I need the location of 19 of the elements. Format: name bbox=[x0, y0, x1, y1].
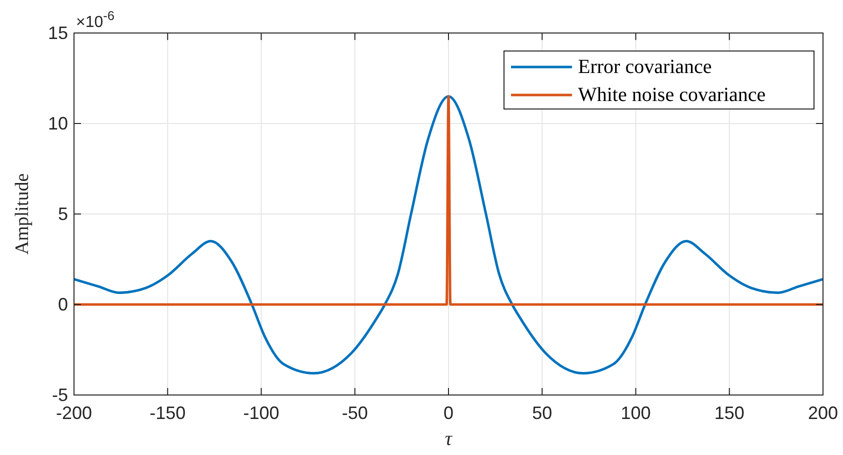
y-tick-label: 5 bbox=[58, 204, 68, 224]
x-tick-label: -150 bbox=[150, 403, 186, 423]
legend-label: White noise covariance bbox=[578, 84, 766, 106]
x-tick-label: -200 bbox=[56, 403, 92, 423]
x-tick-label: 100 bbox=[620, 403, 651, 423]
legend-label: Error covariance bbox=[578, 56, 712, 78]
y-axis-title: Amplitude bbox=[12, 173, 33, 255]
x-axis-title: τ bbox=[444, 428, 453, 450]
x-tick-label: 200 bbox=[808, 403, 838, 423]
text: ×10$^{-6}$ bbox=[76, 8, 115, 31]
x-tick-label: 150 bbox=[714, 403, 744, 423]
y-tick-label: 15 bbox=[48, 23, 68, 43]
y-tick-label: 10 bbox=[48, 114, 68, 134]
y-tick-label: 0 bbox=[58, 294, 68, 314]
x-tick-label: 50 bbox=[532, 403, 552, 423]
x-tick-label: -100 bbox=[243, 403, 280, 423]
x-tick-label: -50 bbox=[342, 403, 368, 423]
x-tick-label: 0 bbox=[443, 403, 454, 423]
y-tick-label: -5 bbox=[52, 385, 68, 405]
